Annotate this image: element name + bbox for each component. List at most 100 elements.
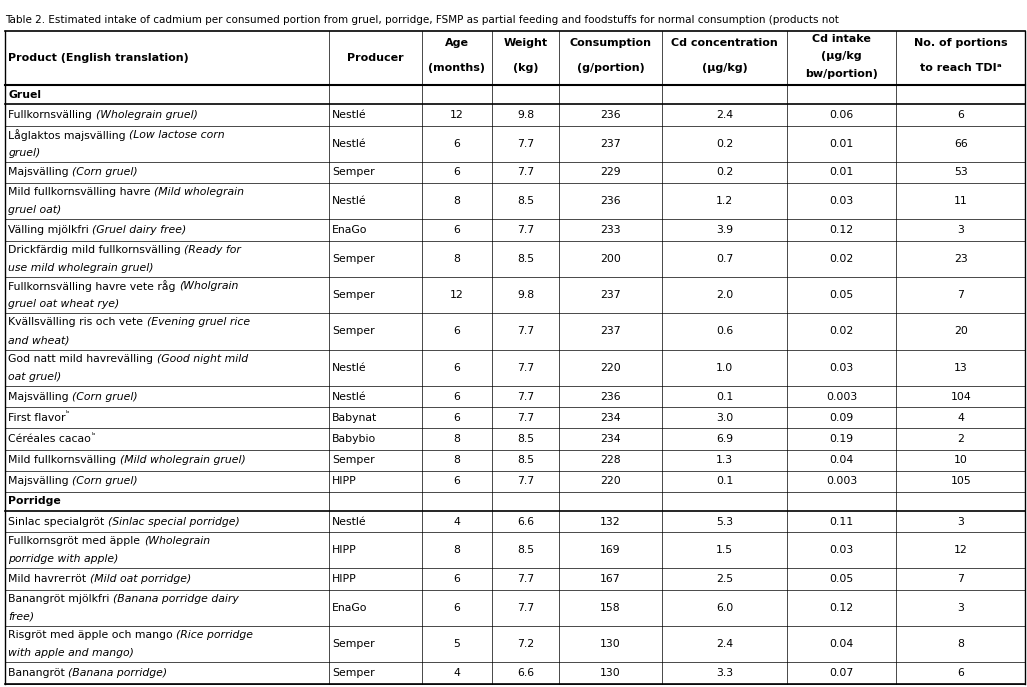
Text: 0.6: 0.6 (716, 326, 733, 337)
Text: HIPP: HIPP (332, 545, 357, 555)
Text: 7: 7 (957, 290, 964, 300)
Text: Semper: Semper (332, 254, 375, 264)
Text: 6: 6 (957, 110, 964, 120)
Text: (Mild oat porridge): (Mild oat porridge) (89, 574, 191, 584)
Text: 7.7: 7.7 (517, 603, 534, 613)
Text: Kvällsvälling ris och vete: Kvällsvälling ris och vete (8, 317, 147, 328)
Text: Drickfärdig mild fullkornsvälling: Drickfärdig mild fullkornsvälling (8, 245, 185, 255)
Text: gruel oat wheat rye): gruel oat wheat rye) (8, 300, 119, 309)
Text: free): free) (8, 612, 34, 622)
Text: 3: 3 (957, 225, 964, 235)
Text: 13: 13 (954, 363, 967, 373)
Text: Nestlé: Nestlé (332, 363, 367, 373)
Text: 8: 8 (454, 434, 460, 444)
Text: 4: 4 (454, 517, 460, 526)
Text: 220: 220 (600, 476, 621, 486)
Text: Weight: Weight (503, 38, 547, 48)
Text: (months): (months) (428, 63, 486, 73)
Text: Cd intake: Cd intake (812, 34, 871, 45)
Text: God natt mild havrevälling: God natt mild havrevälling (8, 354, 157, 363)
Text: ᵇ: ᵇ (66, 409, 69, 418)
Text: Consumption: Consumption (570, 38, 651, 48)
Text: 6: 6 (454, 603, 460, 613)
Text: 4: 4 (957, 413, 964, 423)
Text: 12: 12 (450, 110, 464, 120)
Text: (Wholegrain gruel): (Wholegrain gruel) (96, 110, 197, 120)
Text: Banangröt: Banangröt (8, 668, 69, 678)
Text: 4: 4 (454, 668, 460, 678)
Text: 8.5: 8.5 (517, 434, 534, 444)
Text: 0.01: 0.01 (830, 168, 853, 177)
Text: Fullkornsvälling: Fullkornsvälling (8, 110, 96, 120)
Text: 6: 6 (454, 363, 460, 373)
Text: 105: 105 (950, 476, 972, 486)
Text: and wheat): and wheat) (8, 335, 70, 346)
Text: 3.9: 3.9 (716, 225, 733, 235)
Text: 53: 53 (954, 168, 967, 177)
Text: 6.0: 6.0 (716, 603, 733, 613)
Text: (Banana porridge dairy: (Banana porridge dairy (113, 594, 239, 604)
Text: 0.05: 0.05 (830, 574, 853, 584)
Text: 0.11: 0.11 (830, 517, 853, 526)
Text: Banangröt mjölkfri: Banangröt mjölkfri (8, 594, 113, 604)
Text: Age: Age (445, 38, 469, 48)
Text: (μg/kg: (μg/kg (822, 52, 862, 61)
Text: 8.5: 8.5 (517, 455, 534, 465)
Text: 6: 6 (454, 225, 460, 235)
Text: Låglaktos majsvälling: Låglaktos majsvälling (8, 128, 129, 141)
Text: 0.2: 0.2 (716, 168, 733, 177)
Text: 8: 8 (454, 254, 460, 264)
Text: EnaGo: EnaGo (332, 225, 368, 235)
Text: 0.02: 0.02 (830, 326, 853, 337)
Text: 130: 130 (600, 668, 621, 678)
Text: HIPP: HIPP (332, 476, 357, 486)
Text: 104: 104 (950, 392, 972, 402)
Text: 7.7: 7.7 (517, 574, 534, 584)
Text: Majsvälling: Majsvälling (8, 392, 72, 402)
Text: 0.06: 0.06 (830, 110, 853, 120)
Text: 3.0: 3.0 (716, 413, 733, 423)
Text: 20: 20 (954, 326, 967, 337)
Text: 0.03: 0.03 (830, 545, 853, 555)
Text: 2.5: 2.5 (716, 574, 733, 584)
Text: 6: 6 (454, 168, 460, 177)
Text: 7.7: 7.7 (517, 225, 534, 235)
Text: (Evening gruel rice: (Evening gruel rice (147, 317, 250, 328)
Text: 7.7: 7.7 (517, 392, 534, 402)
Text: to reach TDIᵃ: to reach TDIᵃ (920, 63, 1001, 73)
Text: 0.04: 0.04 (830, 455, 853, 465)
Text: 12: 12 (954, 545, 967, 555)
Text: 8.5: 8.5 (517, 254, 534, 264)
Text: 228: 228 (600, 455, 621, 465)
Text: ᵇ: ᵇ (91, 431, 94, 440)
Text: 220: 220 (600, 363, 621, 373)
Text: 6: 6 (454, 139, 460, 148)
Text: 6: 6 (454, 326, 460, 337)
Text: 7.7: 7.7 (517, 476, 534, 486)
Text: HIPP: HIPP (332, 574, 357, 584)
Text: Semper: Semper (332, 639, 375, 649)
Text: Cd concentration: Cd concentration (671, 38, 777, 48)
Text: 0.04: 0.04 (830, 639, 853, 649)
Text: use mild wholegrain gruel): use mild wholegrain gruel) (8, 263, 154, 273)
Text: Nestlé: Nestlé (332, 196, 367, 206)
Text: 7.7: 7.7 (517, 168, 534, 177)
Text: 8: 8 (454, 545, 460, 555)
Text: 0.09: 0.09 (830, 413, 853, 423)
Text: 0.05: 0.05 (830, 290, 853, 300)
Text: 6: 6 (454, 574, 460, 584)
Text: Nestlé: Nestlé (332, 392, 367, 402)
Text: Nestlé: Nestlé (332, 139, 367, 148)
Text: 2.4: 2.4 (716, 639, 733, 649)
Text: Fullkornsvälling havre vete råg: Fullkornsvälling havre vete råg (8, 280, 180, 292)
Text: 66: 66 (954, 139, 967, 148)
Text: 10: 10 (954, 455, 967, 465)
Text: Mild fullkornsvälling: Mild fullkornsvälling (8, 455, 120, 465)
Text: Majsvälling: Majsvälling (8, 168, 72, 177)
Text: 6: 6 (454, 413, 460, 423)
Text: 237: 237 (600, 326, 621, 337)
Text: (Corn gruel): (Corn gruel) (72, 476, 138, 486)
Text: gruel): gruel) (8, 148, 40, 158)
Text: 1.3: 1.3 (716, 455, 733, 465)
Text: 1.0: 1.0 (716, 363, 733, 373)
